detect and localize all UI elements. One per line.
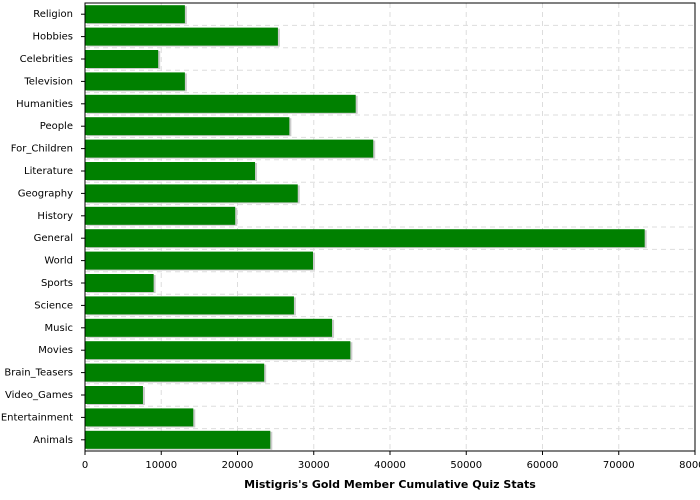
y-tick-label: Literature: [24, 166, 73, 177]
x-tick-label: 10000: [145, 460, 177, 471]
y-tick-label: Video_Games: [5, 390, 73, 401]
y-tick-label: General: [34, 233, 73, 244]
bar: [85, 408, 194, 427]
bar: [85, 274, 154, 292]
y-tick-label: Religion: [33, 9, 73, 20]
bar: [85, 94, 356, 113]
y-tick-label: For_Children: [11, 144, 73, 155]
bar: [85, 386, 143, 404]
x-tick-label: 70000: [603, 460, 635, 471]
x-tick-label: 60000: [527, 460, 559, 471]
bar: [85, 184, 298, 203]
bar: [85, 117, 290, 136]
y-tick-label: Entertainment: [1, 412, 73, 423]
x-tick-label: 0: [82, 460, 88, 471]
bar: [85, 50, 159, 68]
y-tick-label: World: [44, 256, 73, 267]
chart-title: Mistigris's Gold Member Cumulative Quiz …: [244, 478, 536, 491]
bar: [85, 206, 236, 225]
bar: [85, 139, 374, 158]
y-tick-label: Movies: [38, 345, 73, 356]
y-tick-label: Celebrities: [20, 54, 73, 65]
bar: [85, 27, 278, 46]
y-tick-label: Humanities: [16, 99, 73, 110]
x-tick-label: 40000: [374, 460, 406, 471]
bar: [85, 251, 313, 270]
y-tick-label: Brain_Teasers: [4, 368, 73, 379]
y-tick-label: Hobbies: [33, 32, 73, 43]
bar: [85, 430, 271, 449]
x-tick-label: 30000: [298, 460, 330, 471]
y-tick-label: History: [37, 211, 73, 222]
y-tick-label: Sports: [41, 278, 73, 289]
bar: [85, 229, 645, 248]
y-tick-label: Television: [23, 76, 73, 87]
bar: [85, 363, 265, 382]
x-tick-label: 20000: [222, 460, 254, 471]
bar: [85, 341, 351, 360]
bar: [85, 72, 185, 91]
y-tick-label: People: [40, 121, 73, 132]
bar: [85, 162, 256, 180]
y-tick-label: Music: [45, 323, 73, 334]
plot-frame: [84, 2, 696, 452]
bar: [85, 5, 185, 24]
y-tick-label: Science: [34, 300, 73, 311]
x-tick-label: 50000: [450, 460, 482, 471]
bar: [85, 318, 333, 337]
y-tick-label: Animals: [33, 435, 73, 446]
x-tick-label: 80000: [679, 460, 700, 471]
bar: [85, 296, 294, 315]
y-tick-label: Geography: [18, 188, 73, 199]
